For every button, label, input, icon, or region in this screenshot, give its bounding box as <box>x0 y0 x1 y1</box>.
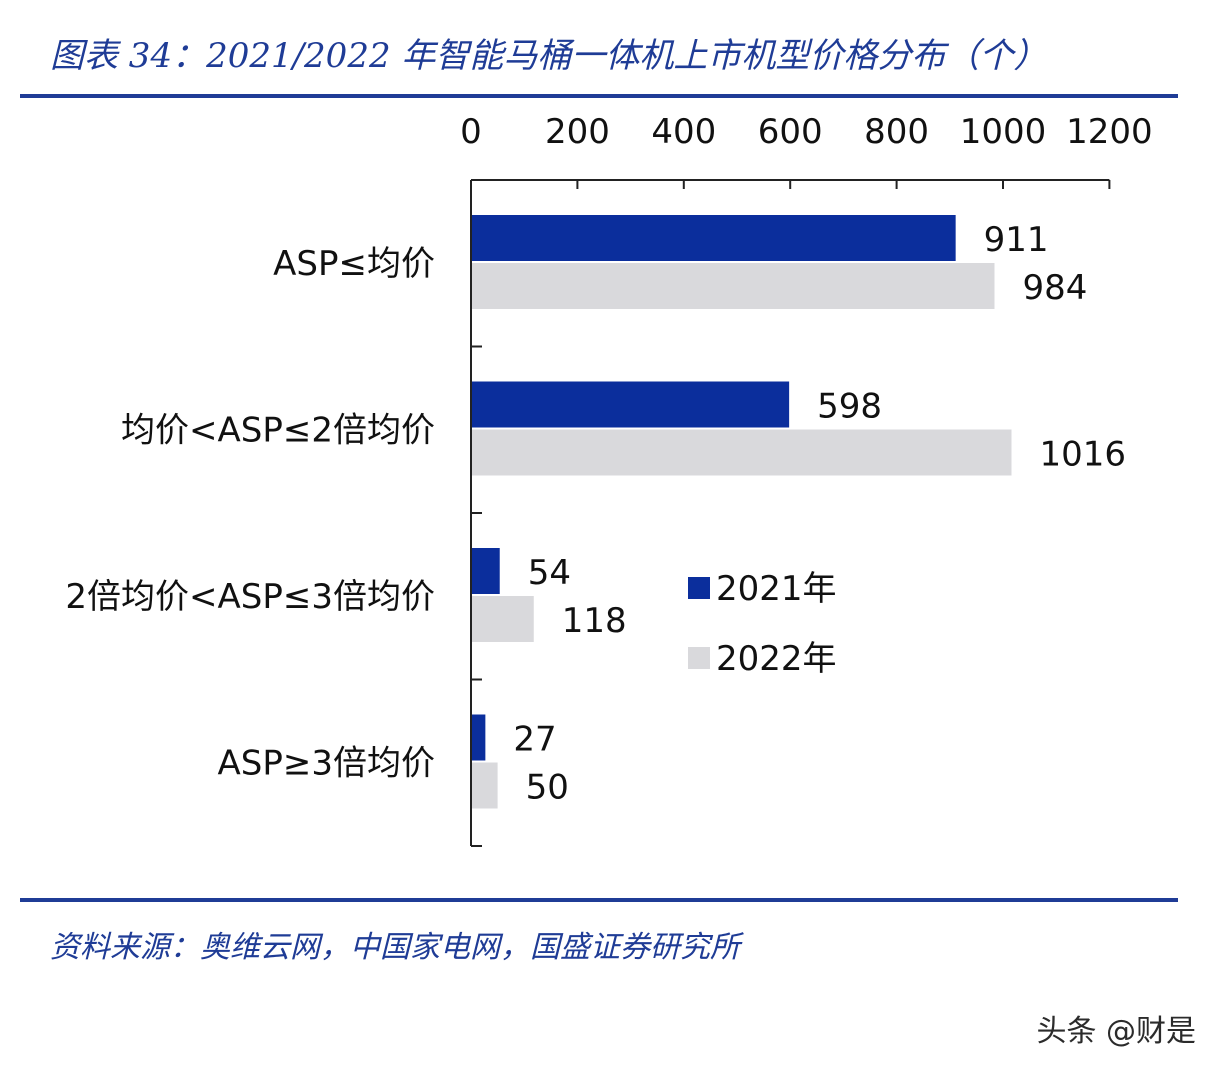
bar <box>472 429 1012 476</box>
bar <box>472 714 486 761</box>
bar-chart: 0 200 400 600 800 1000 1200 ASP≤均价 911 984 均价<ASP… <box>65 112 1153 847</box>
x-tick-label: 200 <box>545 112 610 152</box>
data-label: 118 <box>562 601 627 641</box>
category-label: ASP≤均价 <box>273 244 435 284</box>
source-divider <box>20 898 1178 902</box>
category-label: 均价<ASP≤2倍均价 <box>121 411 435 451</box>
x-tick-label: 1200 <box>1066 112 1153 152</box>
data-label: 54 <box>528 553 571 593</box>
x-tick-label: 1000 <box>960 112 1047 152</box>
data-label: 984 <box>1022 268 1087 308</box>
data-label: 911 <box>984 220 1049 260</box>
bar <box>472 263 995 309</box>
legend-label: 2022年 <box>716 639 837 679</box>
legend-label: 2021年 <box>716 569 837 609</box>
bars-layer <box>472 215 1012 809</box>
data-label: 598 <box>817 387 882 427</box>
bar <box>472 548 500 594</box>
x-tick-label: 400 <box>651 112 716 152</box>
x-tick-label: 800 <box>864 112 929 152</box>
data-label: 50 <box>526 768 569 808</box>
legend: 2021年 2022年 <box>688 569 837 679</box>
watermark: 头条 @财是 <box>1036 1014 1196 1049</box>
category-label: ASP≥3倍均价 <box>218 744 435 784</box>
bar <box>472 762 498 809</box>
figure-title: 图表 34：2021/2022 年智能马桶一体机上市机型价格分布（个） <box>50 36 1048 76</box>
axis-layer: 0 200 400 600 800 1000 1200 <box>460 112 1153 847</box>
x-tick-label: 0 <box>460 112 482 152</box>
labels-layer: ASP≤均价 911 984 均价<ASP≤2倍均价 598 1016 2倍均价<ASP≤3… <box>65 220 1126 808</box>
source-note: 资料来源：奥维云网，中国家电网，国盛证券研究所 <box>50 930 740 965</box>
bar <box>472 215 956 261</box>
legend-swatch <box>688 577 710 599</box>
data-label: 27 <box>513 720 556 760</box>
bar <box>472 381 790 428</box>
legend-swatch <box>688 647 710 669</box>
bar <box>472 596 534 642</box>
x-tick-label: 600 <box>758 112 823 152</box>
title-divider <box>20 94 1178 98</box>
category-label: 2倍均价<ASP≤3倍均价 <box>65 577 435 617</box>
data-label: 1016 <box>1040 435 1127 475</box>
